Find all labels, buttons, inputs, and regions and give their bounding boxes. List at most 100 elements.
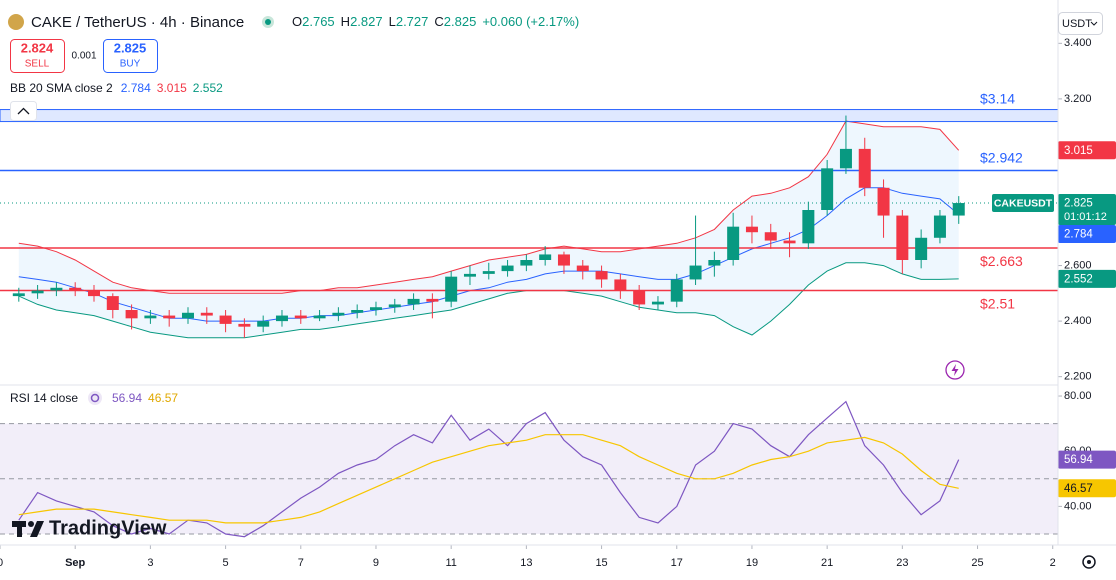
candle-body xyxy=(87,290,100,297)
rsi-values: 56.94 46.57 xyxy=(112,391,178,405)
rsi-title: RSI 14 close xyxy=(10,391,78,405)
candle-body xyxy=(764,232,777,241)
buy-box[interactable] xyxy=(103,39,158,73)
candle-body xyxy=(689,265,702,280)
currency-caret[interactable] xyxy=(1090,21,1098,26)
candle-body xyxy=(557,254,570,266)
bb-basis-box-label-box xyxy=(1058,225,1116,244)
candle-body xyxy=(163,315,176,319)
symbol-box xyxy=(992,194,1054,213)
y-tick-label: 80.00 xyxy=(1064,390,1092,402)
candle-body xyxy=(106,296,119,310)
candle-body xyxy=(614,279,627,291)
rsi-box-label-box xyxy=(1058,479,1116,498)
level-label: $2.51 xyxy=(980,295,1015,311)
candle-body xyxy=(313,315,326,319)
sell-price[interactable]: 2.824 xyxy=(21,40,54,55)
candle-body xyxy=(238,323,251,327)
candle-body xyxy=(369,307,382,310)
level-label: $2.663 xyxy=(980,253,1023,269)
collapse-icon[interactable] xyxy=(17,107,30,115)
candle-body xyxy=(12,293,25,297)
bb-upper-box-label: 3.015 xyxy=(1064,145,1093,157)
candle-body xyxy=(821,168,834,210)
bb-upper-value: 3.015 xyxy=(157,81,187,95)
y-tick-label: 3.200 xyxy=(1064,93,1092,105)
candle-body xyxy=(181,312,194,319)
candle-body xyxy=(727,226,740,260)
series-line xyxy=(18,434,959,524)
candle-body xyxy=(520,260,533,266)
candle-body xyxy=(144,315,157,319)
collapse-button[interactable] xyxy=(10,101,37,121)
candle-body xyxy=(708,260,721,266)
candle-body xyxy=(952,203,965,216)
ohlc-value: 2.765 xyxy=(302,14,335,29)
collapse-box[interactable] xyxy=(10,101,37,121)
sell-box[interactable] xyxy=(10,39,65,73)
last-price: 2.825 xyxy=(1064,198,1093,210)
rsi-box-label-box xyxy=(1058,450,1116,469)
bb-lower-box-label: 2.552 xyxy=(1064,273,1093,285)
candle-body xyxy=(388,304,401,308)
rsi-value: 56.94 xyxy=(112,391,142,405)
candle-body xyxy=(651,301,664,305)
settings-hub[interactable] xyxy=(1087,560,1091,564)
currency[interactable]: USDT xyxy=(1062,18,1092,30)
currency-button[interactable]: USDT xyxy=(1058,12,1103,35)
logo-stem xyxy=(17,521,22,537)
ohlc-readout: O2.765 H2.827 L2.727 C2.825 +0.060 (+2.17%) xyxy=(292,14,579,29)
x-tick-label: 9 xyxy=(373,557,379,569)
x-tick-label: 2 xyxy=(1050,557,1056,569)
candle-body xyxy=(294,315,307,319)
y-tick-label: 2.600 xyxy=(1064,259,1092,271)
candle-body xyxy=(332,312,345,316)
bb-upper-box-label-box xyxy=(1058,141,1116,160)
bb-basis-box-label: 2.784 xyxy=(1064,229,1093,241)
ohlc-key: C xyxy=(434,14,443,29)
series-line xyxy=(18,262,959,339)
candle-body xyxy=(275,315,288,322)
bb-basis-value: 2.784 xyxy=(121,81,151,95)
ohlc-value: 2.727 xyxy=(396,14,429,29)
buy-button[interactable]: 2.825 BUY xyxy=(103,39,158,73)
sell-label[interactable]: SELL xyxy=(25,59,50,70)
buy-price[interactable]: 2.825 xyxy=(114,40,147,55)
brand-logo: TradingView xyxy=(12,517,167,539)
settings-icon[interactable] xyxy=(1082,555,1096,569)
candle-body xyxy=(670,279,683,302)
bb-lower-box-label-box xyxy=(1058,269,1116,288)
buy-label[interactable]: BUY xyxy=(120,59,141,70)
symbol-label: CAKEUSDT xyxy=(994,197,1053,209)
logo-dot xyxy=(28,521,34,527)
candle-body xyxy=(69,287,82,291)
y-tick-label: 40.00 xyxy=(1064,500,1092,512)
series-line xyxy=(18,400,960,538)
candle-body xyxy=(351,310,364,313)
series-line xyxy=(18,120,960,294)
candle-body xyxy=(200,312,213,316)
candle-body xyxy=(915,237,928,260)
countdown: 01:01:12 xyxy=(1064,211,1107,223)
x-tick-label: 11 xyxy=(445,557,456,569)
currency-box[interactable] xyxy=(1058,12,1103,35)
level-label: $3.14 xyxy=(980,90,1015,106)
plot-layer: $3.14 $2.942 $2.663 $2.51 3.400 3.200 2.600 2.4… xyxy=(0,37,1116,569)
x-tick-label: 21 xyxy=(821,557,833,569)
level-band xyxy=(0,109,1059,123)
y-tick-label: 2.200 xyxy=(1064,371,1092,383)
x-tick-label: 13 xyxy=(520,557,532,569)
rsi-legend: RSI 14 close xyxy=(10,391,78,405)
candle-body xyxy=(858,148,871,188)
candle-body xyxy=(839,148,852,169)
spread: 0.001 xyxy=(71,51,96,62)
ohlc-key: O xyxy=(292,14,302,29)
candle-body xyxy=(595,271,608,280)
sell-button[interactable]: 2.824 SELL xyxy=(10,39,65,73)
events-bolt[interactable] xyxy=(951,364,959,376)
last-price-box xyxy=(1058,194,1116,226)
change: +0.060 (+2.17%) xyxy=(482,14,579,29)
market-status-dot xyxy=(265,19,271,25)
x-tick-label: 23 xyxy=(896,557,908,569)
